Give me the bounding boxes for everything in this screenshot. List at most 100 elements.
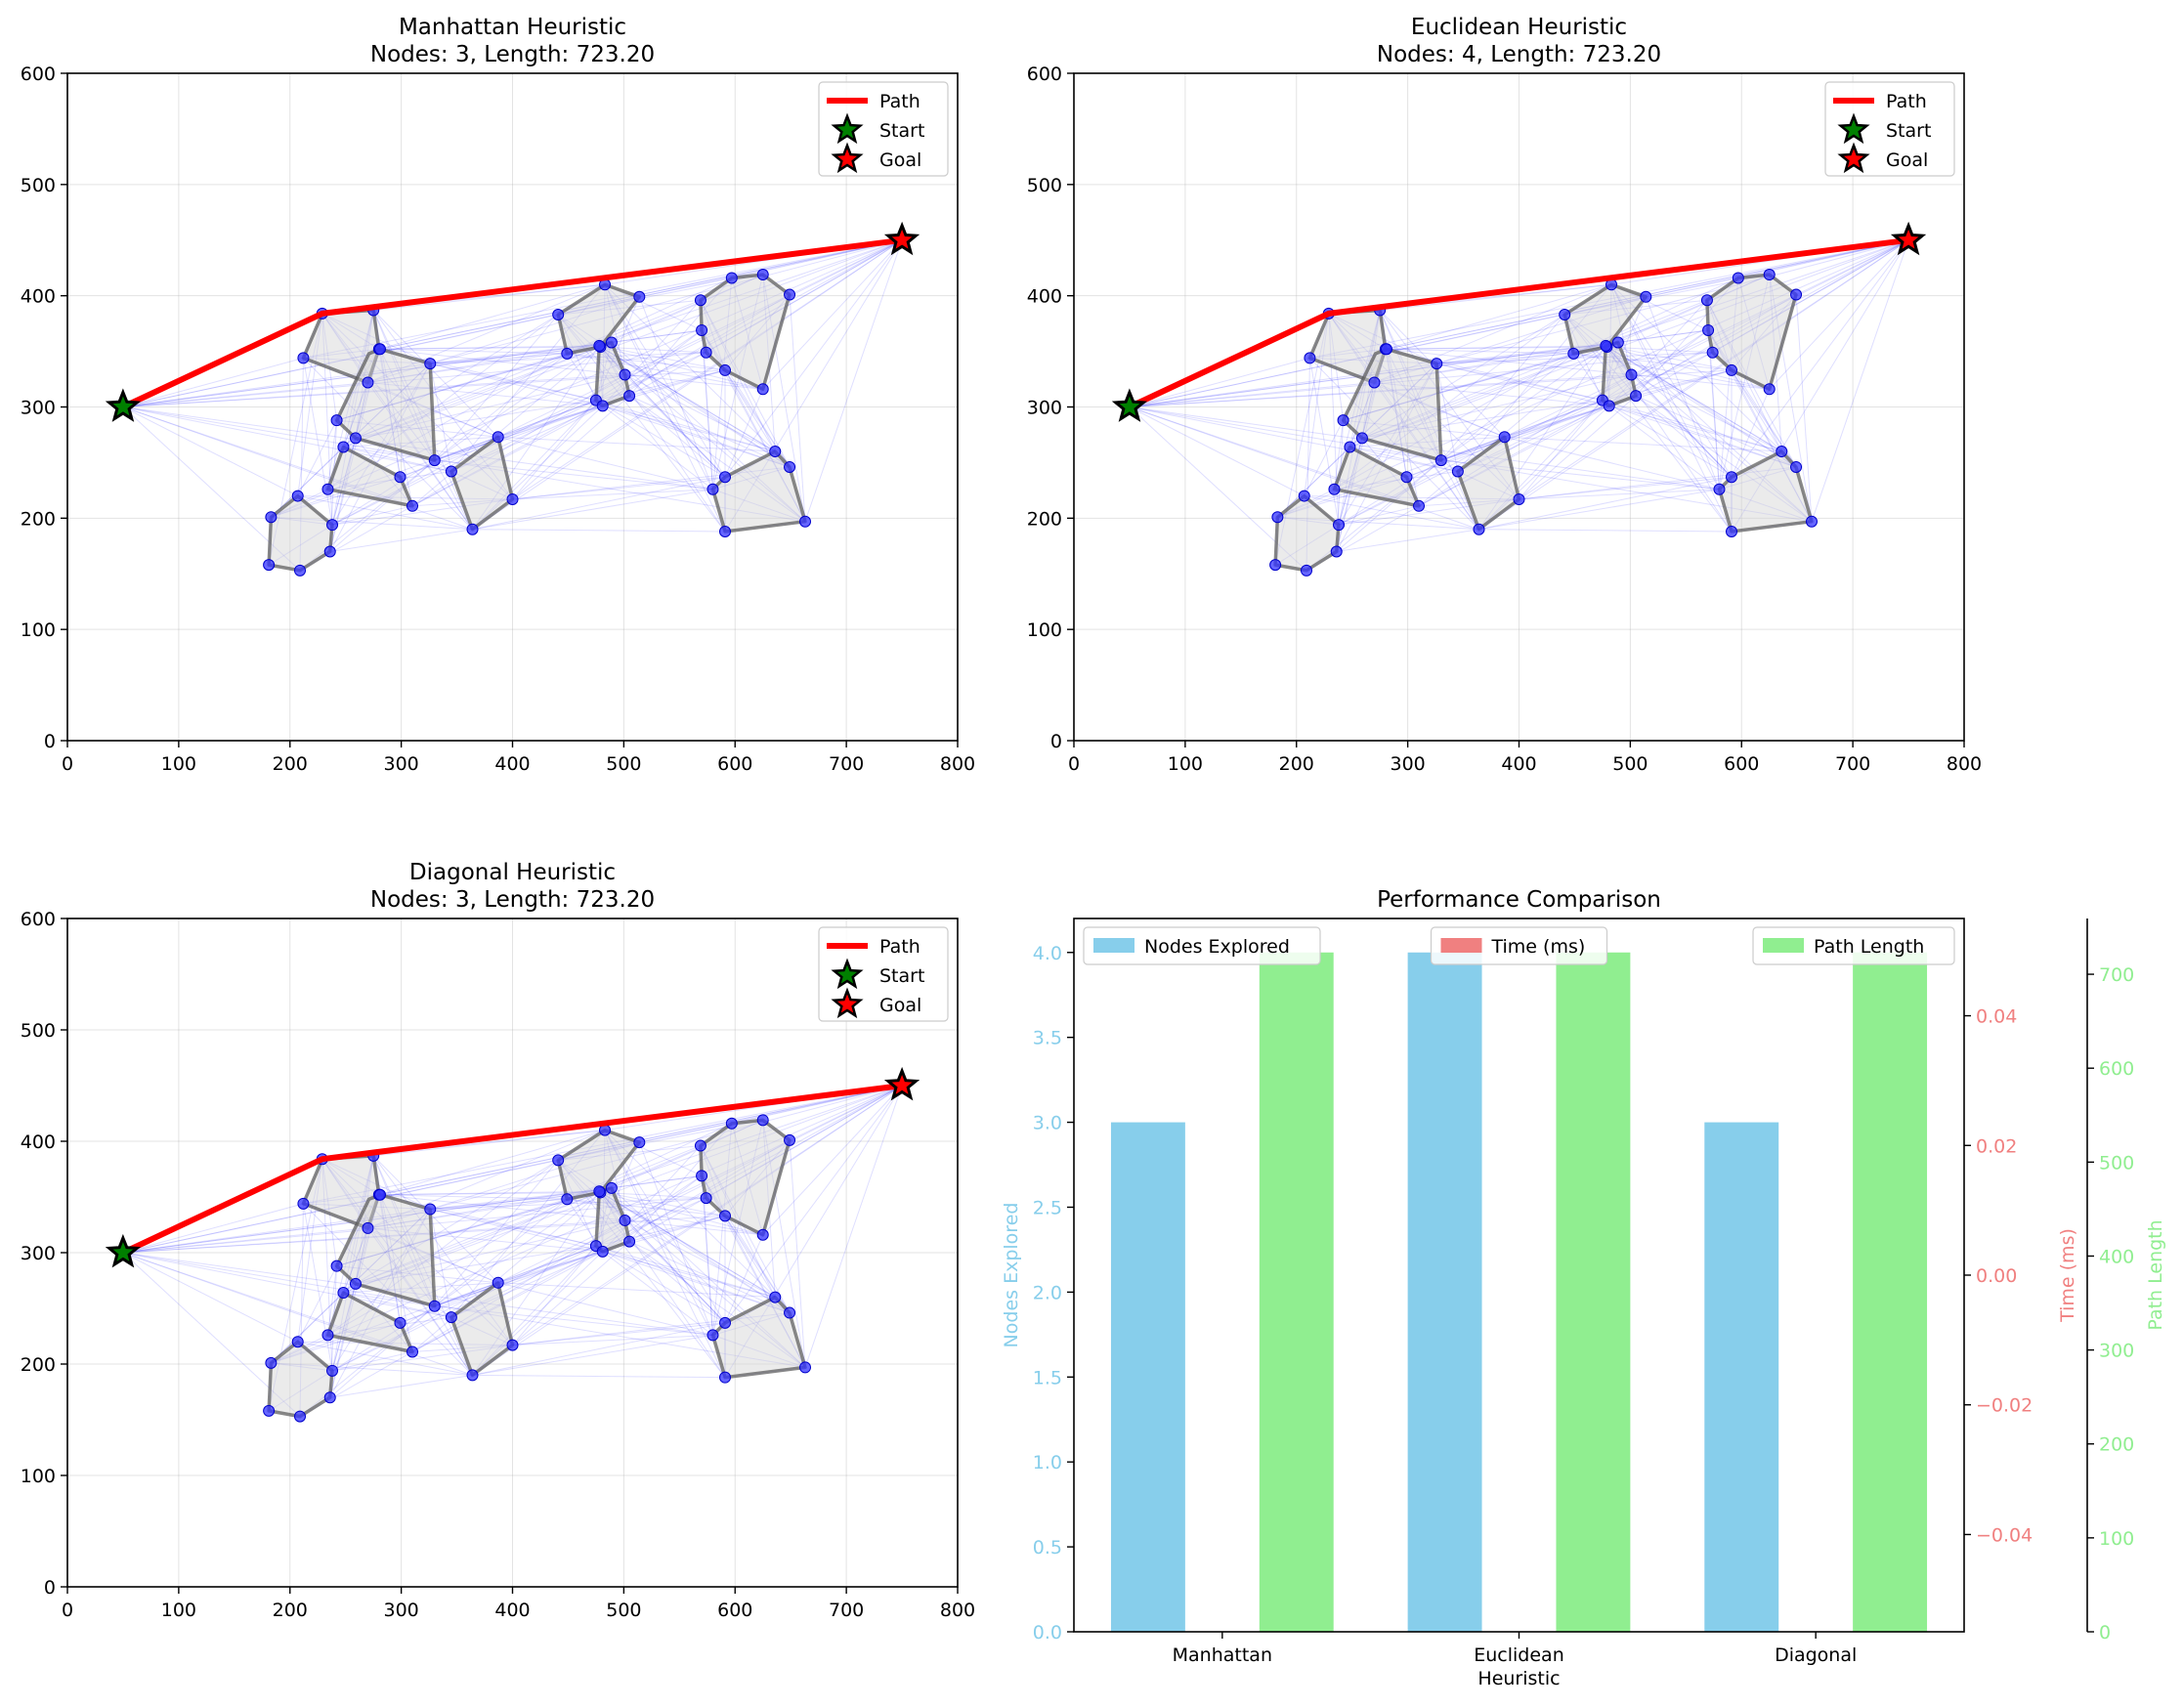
graph-edge bbox=[1338, 505, 1420, 526]
graph-node bbox=[706, 483, 719, 495]
graph-node bbox=[596, 1245, 609, 1258]
map-panel-3: 0 100 200 300 400 500 600 700 800 0 100 200 300 400 50… bbox=[21, 860, 975, 1621]
graph-edge bbox=[1631, 374, 1733, 478]
graph-edge bbox=[1519, 239, 1909, 500]
graph-edge bbox=[1435, 363, 1459, 472]
graph-edge bbox=[624, 1219, 763, 1236]
graph-edge bbox=[450, 400, 597, 472]
graph-edge bbox=[331, 505, 413, 526]
graph-node bbox=[719, 1316, 732, 1329]
graph-edge bbox=[343, 446, 435, 461]
graph-node bbox=[291, 1336, 304, 1348]
graph-edge bbox=[321, 313, 436, 461]
graph-edge bbox=[1379, 310, 1506, 438]
graph-node bbox=[1713, 483, 1726, 495]
graph-edge bbox=[336, 1190, 600, 1267]
graph-edge bbox=[602, 1174, 703, 1253]
graph-edge bbox=[724, 1085, 903, 1378]
graph-edge bbox=[1440, 400, 1604, 461]
graph-edge bbox=[1386, 349, 1407, 478]
graph-edge bbox=[372, 310, 499, 438]
graph-edge bbox=[1436, 363, 1609, 406]
graph-edge bbox=[321, 1158, 513, 1345]
graph-edge bbox=[1361, 400, 1603, 439]
legend-swatch-goal bbox=[831, 142, 864, 174]
graph-edge bbox=[557, 314, 597, 401]
graph-edge bbox=[712, 489, 806, 523]
graph-edge bbox=[1386, 345, 1606, 350]
graph-edge bbox=[378, 283, 606, 350]
graph-edge bbox=[600, 346, 776, 452]
y-tick-label-left: 0.5 bbox=[1033, 1537, 1062, 1559]
graph-edge bbox=[1478, 345, 1606, 531]
graph-edge bbox=[1608, 405, 1720, 491]
graph-edge bbox=[1610, 284, 1733, 533]
graph-edge bbox=[1129, 406, 1420, 507]
graph-edge bbox=[512, 1241, 630, 1345]
graph-edge bbox=[430, 296, 640, 364]
graph-edge bbox=[1436, 341, 1618, 364]
graph-node bbox=[1805, 515, 1818, 528]
graph-edge bbox=[355, 353, 568, 439]
panel-title: Performance Comparison bbox=[1377, 887, 1661, 913]
graph-edge bbox=[599, 1190, 776, 1299]
legend: Path Start Goal bbox=[818, 926, 949, 1022]
graph-node bbox=[1702, 323, 1715, 336]
graph-edge bbox=[1349, 446, 1441, 461]
graph-node bbox=[1640, 290, 1652, 303]
graph-edge bbox=[628, 239, 903, 397]
graph-edge bbox=[122, 1252, 413, 1352]
graph-edge bbox=[1386, 348, 1632, 375]
graph-edge bbox=[1343, 419, 1505, 438]
graph-edge bbox=[1304, 313, 1330, 496]
graph-edge bbox=[595, 1187, 613, 1247]
graph-edge bbox=[472, 529, 726, 533]
graph-edge bbox=[327, 353, 568, 491]
graph-edge bbox=[724, 294, 791, 371]
graph-edge bbox=[1635, 395, 1797, 468]
graph-edge bbox=[378, 349, 401, 478]
graph-edge bbox=[1769, 274, 1813, 522]
graph-edge bbox=[497, 436, 713, 491]
legend-label: Start bbox=[1886, 120, 1931, 142]
graph-edge bbox=[122, 1227, 368, 1254]
graph-node bbox=[297, 1197, 310, 1210]
graph-edge bbox=[1457, 283, 1612, 472]
graph-edge bbox=[1328, 313, 1479, 531]
graph-edge bbox=[731, 1123, 764, 1235]
graph-edge bbox=[497, 436, 776, 452]
graph-edge bbox=[430, 353, 568, 364]
graph-edge bbox=[1606, 346, 1632, 375]
graph-node bbox=[1368, 376, 1381, 389]
y-tick-label-left: 0.0 bbox=[1033, 1622, 1062, 1644]
graph-edge bbox=[372, 1155, 413, 1352]
graph-edge bbox=[628, 1241, 726, 1324]
goal-marker bbox=[883, 221, 920, 256]
graph-edge bbox=[624, 1219, 726, 1324]
graph-edge bbox=[762, 274, 806, 522]
graph-edge bbox=[595, 342, 613, 401]
x-tick-label: 800 bbox=[1947, 753, 1982, 775]
graph-edge bbox=[724, 239, 903, 533]
graph-edge bbox=[724, 1085, 903, 1324]
graph-edge bbox=[599, 345, 726, 371]
graph-edge bbox=[595, 1141, 640, 1247]
graph-node bbox=[700, 346, 712, 359]
graph-edge bbox=[379, 1194, 436, 1306]
graph-edge bbox=[1563, 314, 1797, 468]
graph-edge bbox=[297, 495, 473, 531]
performance-panel: 0.0 0.5 1.0 1.5 2.0 2.5 3.0 3.5 4.0 0.04 0.02 0.00 −… bbox=[1001, 887, 2166, 1689]
x-tick-label: 600 bbox=[717, 753, 752, 775]
graph-edge bbox=[1519, 400, 1604, 500]
graph-edge bbox=[1343, 353, 1574, 421]
graph-node bbox=[605, 1181, 618, 1194]
graph-node bbox=[1300, 564, 1312, 576]
graph-edge bbox=[268, 313, 323, 566]
graph-edge bbox=[1336, 459, 1442, 552]
graph-edge bbox=[434, 1282, 498, 1307]
graph-edge bbox=[430, 341, 612, 364]
legend-label: Path bbox=[1886, 91, 1927, 112]
graph-edge bbox=[1436, 353, 1574, 364]
graph-edge bbox=[804, 1085, 903, 1368]
graph-edge bbox=[1277, 239, 1909, 518]
